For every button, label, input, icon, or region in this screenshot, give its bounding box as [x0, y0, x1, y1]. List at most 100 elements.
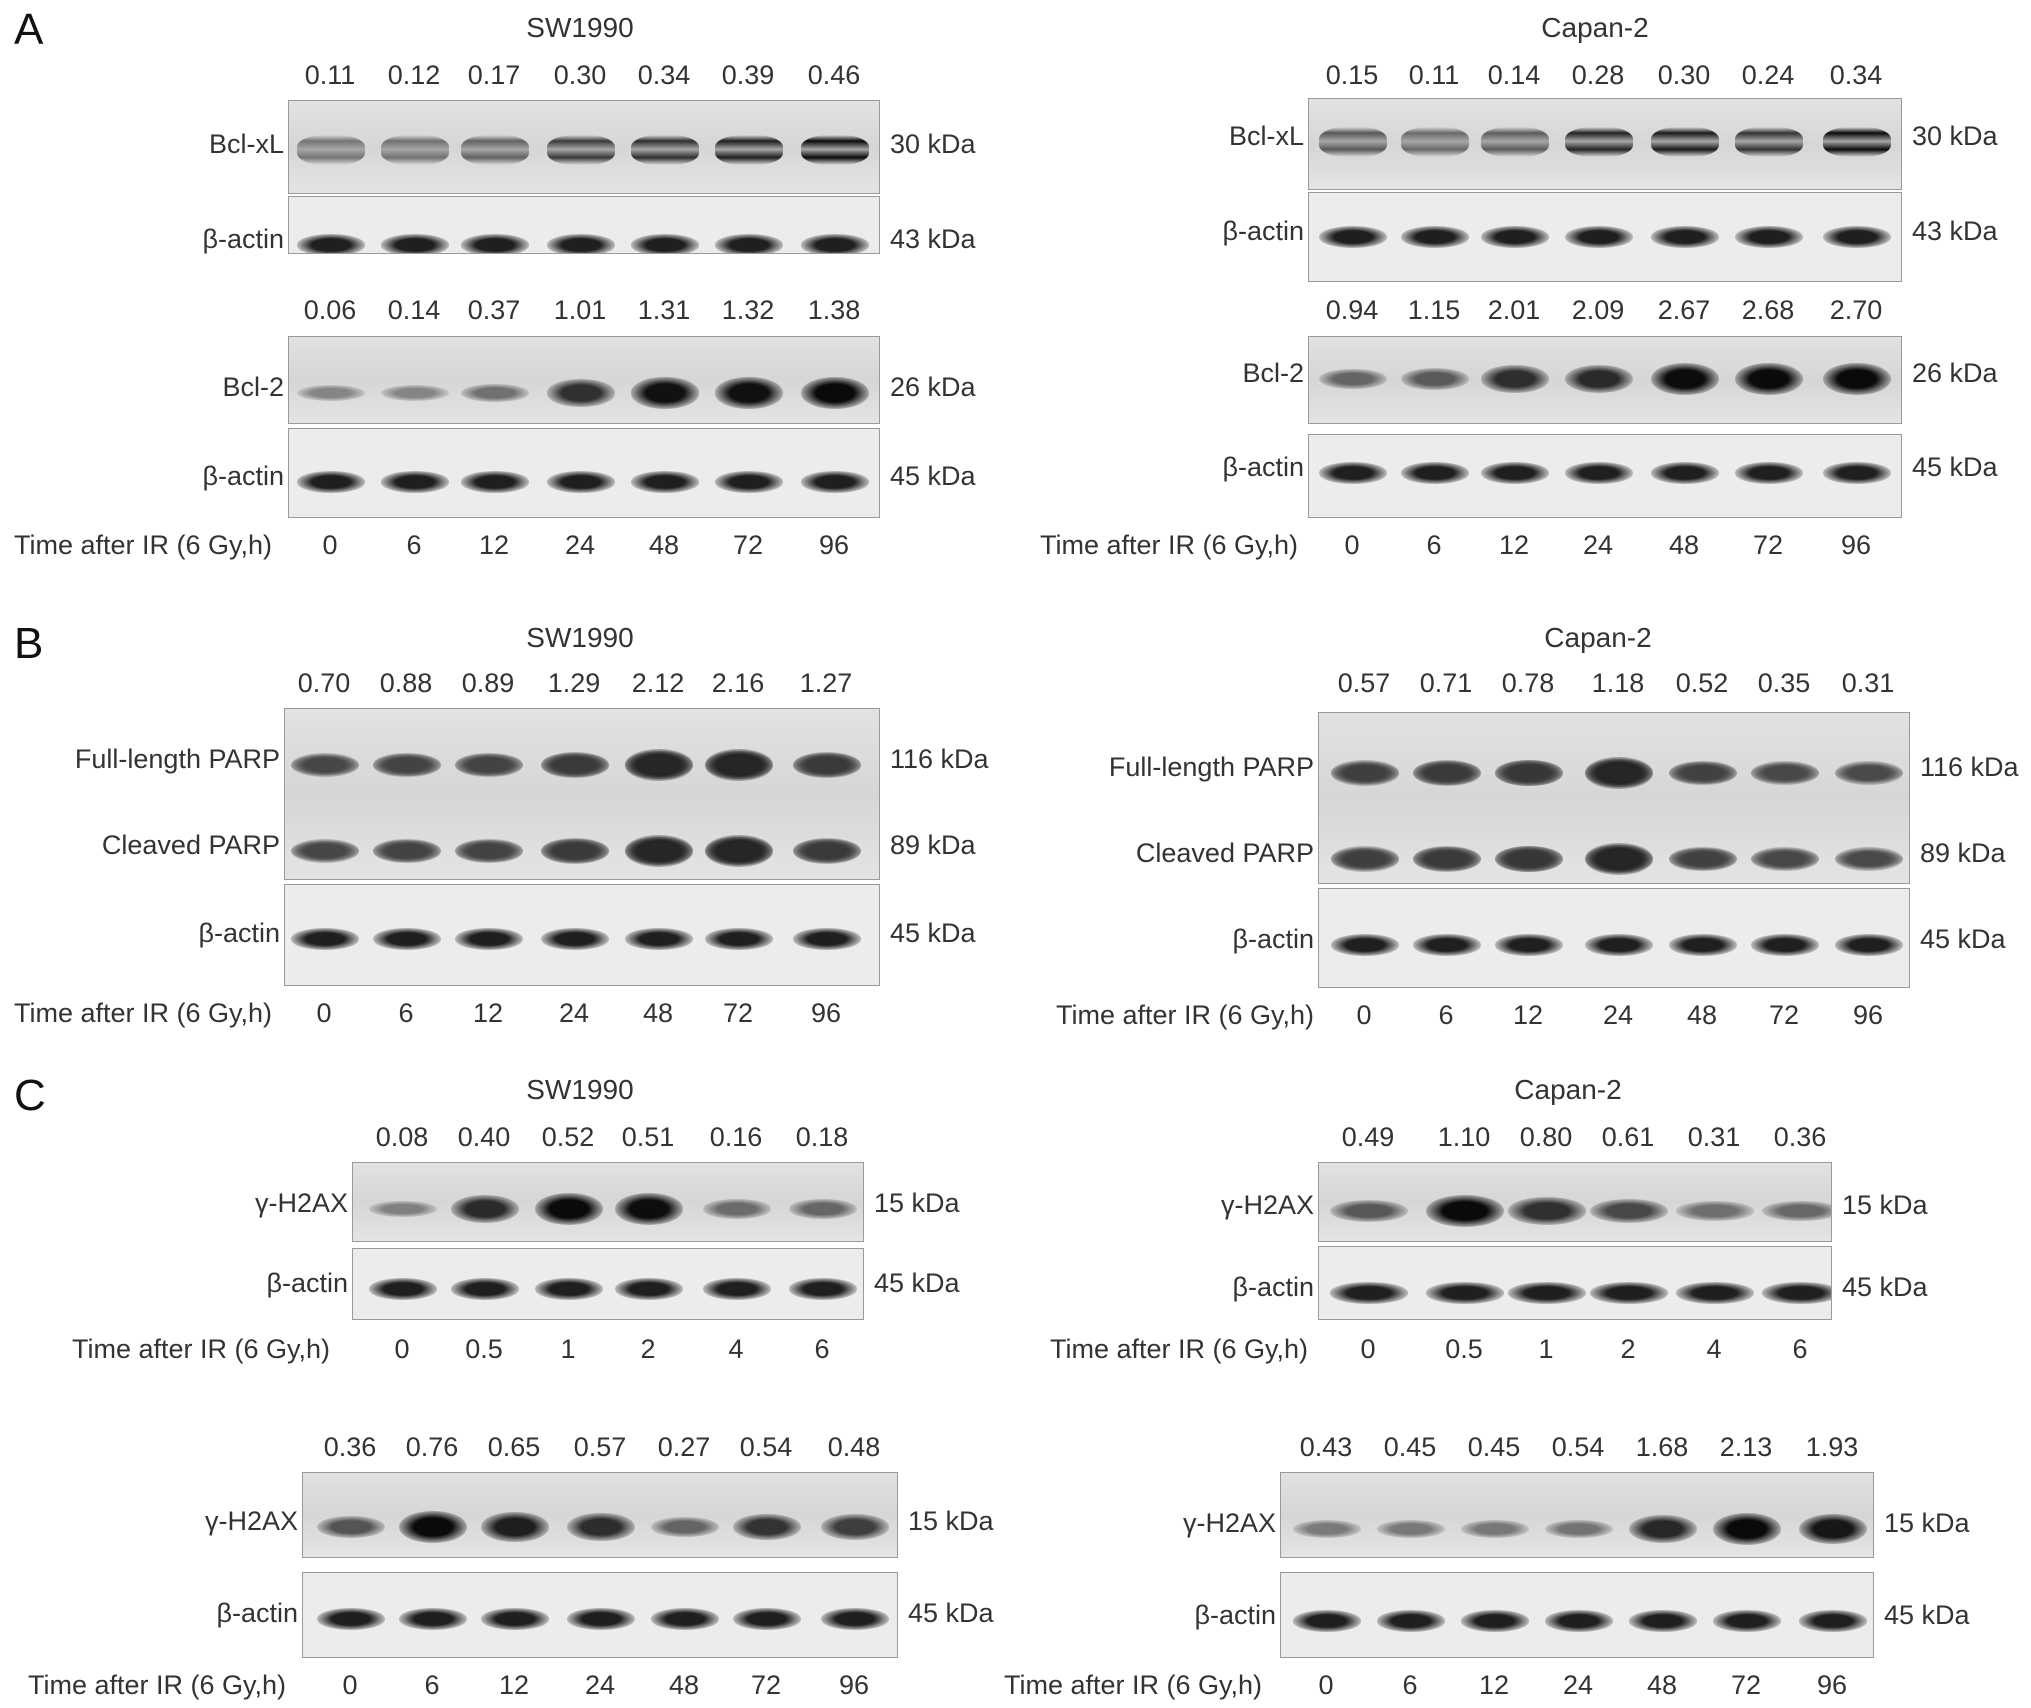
western-blot-strip [1318, 888, 1910, 988]
protein-label: γ-H2AX [204, 1506, 298, 1536]
time-point-tick: 48 [668, 1670, 700, 1700]
blot-band [1835, 847, 1903, 871]
time-point-tick: 0.5 [465, 1334, 503, 1364]
time-point-tick: 1 [560, 1334, 576, 1364]
time-point-tick: 0 [394, 1334, 410, 1364]
blot-band [1401, 226, 1469, 248]
protein-label: Bcl-2 [1242, 358, 1304, 388]
blot-band [1823, 363, 1891, 395]
quantification-value: 0.06 [303, 295, 357, 325]
blot-band [800, 377, 870, 409]
western-blot-strip [1318, 712, 1910, 884]
time-point-tick: 72 [750, 1670, 782, 1700]
protein-label: γ-H2AX [254, 1188, 348, 1218]
blot-band [1735, 462, 1803, 484]
time-point-tick: 24 [564, 530, 596, 560]
time-point-tick: 6 [398, 998, 414, 1028]
blot-band [714, 471, 784, 493]
blot-band [1669, 934, 1737, 956]
protein-label: β-actin [1232, 924, 1314, 954]
western-blot-strip [1308, 98, 1902, 190]
quantification-value: 0.51 [621, 1122, 675, 1152]
quantification-value: 0.34 [1829, 60, 1883, 90]
blot-band [1331, 846, 1399, 872]
quantification-value: 0.48 [827, 1432, 881, 1462]
time-point-tick: 12 [478, 530, 510, 560]
blot-band [793, 752, 861, 778]
time-point-tick: 1 [1538, 1334, 1554, 1364]
quantification-value: 0.16 [709, 1122, 763, 1152]
blot-band [451, 1278, 519, 1300]
quantification-value: 1.31 [637, 295, 691, 325]
blot-band [705, 750, 773, 780]
time-point-tick: 0 [316, 998, 332, 1028]
blot-band [1319, 127, 1387, 157]
blot-band [546, 135, 616, 165]
blot-band [1495, 845, 1563, 873]
blot-band [625, 836, 693, 866]
time-point-tick: 4 [1706, 1334, 1722, 1364]
molecular-weight-label: 45 kDa [890, 918, 976, 948]
quantification-value: 0.34 [637, 60, 691, 90]
time-point-tick: 0 [1344, 530, 1360, 560]
time-point-tick: 0 [1356, 1000, 1372, 1030]
blot-band [1651, 226, 1719, 248]
protein-label: β-actin [1222, 216, 1304, 246]
blot-band [714, 234, 784, 253]
protein-label: β-actin [198, 918, 280, 948]
western-blot-strip [352, 1162, 864, 1242]
protein-label: Cleaved PARP [1135, 838, 1314, 868]
blot-band [373, 752, 441, 778]
protein-label: γ-H2AX [1182, 1508, 1276, 1538]
molecular-weight-label: 45 kDa [1842, 1272, 1928, 1302]
quantification-value: 1.15 [1407, 295, 1461, 325]
molecular-weight-label: 15 kDa [1842, 1190, 1928, 1220]
western-blot-strip [288, 428, 880, 518]
blot-band [789, 1198, 857, 1220]
time-point-tick: 0.5 [1445, 1334, 1483, 1364]
blot-band [1329, 1199, 1409, 1222]
blot-band [1319, 368, 1387, 390]
quantification-value: 0.37 [467, 295, 521, 325]
molecular-weight-label: 30 kDa [890, 129, 976, 159]
blot-band [1413, 846, 1481, 872]
blot-band [481, 1512, 549, 1542]
time-point-tick: 4 [728, 1334, 744, 1364]
quantification-value: 1.68 [1635, 1432, 1689, 1462]
panel-letter: A [14, 5, 44, 54]
time-point-tick: 48 [1668, 530, 1700, 560]
time-point-tick: 48 [1686, 1000, 1718, 1030]
time-point-tick: 96 [1852, 1000, 1884, 1030]
molecular-weight-label: 116 kDa [1920, 752, 2019, 782]
time-point-tick: 2 [640, 1334, 656, 1364]
time-point-tick: 48 [1646, 1670, 1678, 1700]
blot-band [1589, 1282, 1669, 1304]
blot-band [541, 928, 609, 950]
blot-band [1835, 761, 1903, 785]
molecular-weight-label: 43 kDa [890, 224, 976, 254]
blot-band [1481, 127, 1549, 157]
quantification-value: 0.12 [387, 60, 441, 90]
blot-band [1712, 1610, 1782, 1632]
blot-band [567, 1513, 635, 1541]
blot-band [1401, 368, 1469, 390]
time-point-tick: 24 [558, 998, 590, 1028]
blot-band [373, 928, 441, 950]
blot-band [296, 471, 366, 493]
blot-band [1292, 1520, 1362, 1538]
western-blot-strip [302, 1572, 898, 1658]
blot-band [455, 752, 523, 778]
blot-band [1669, 846, 1737, 872]
protein-label: Full-length PARP [74, 744, 280, 774]
blot-band [1565, 226, 1633, 248]
blot-band [546, 379, 616, 407]
protein-label: β-actin [1194, 1600, 1276, 1630]
molecular-weight-label: 45 kDa [874, 1268, 960, 1298]
blot-band [460, 471, 530, 493]
molecular-weight-label: 43 kDa [1912, 216, 1998, 246]
blot-band [1331, 760, 1399, 786]
protein-label: Cleaved PARP [101, 830, 280, 860]
blot-band [1628, 1514, 1698, 1544]
quantification-value: 1.29 [547, 668, 601, 698]
blot-band [1460, 1520, 1530, 1538]
